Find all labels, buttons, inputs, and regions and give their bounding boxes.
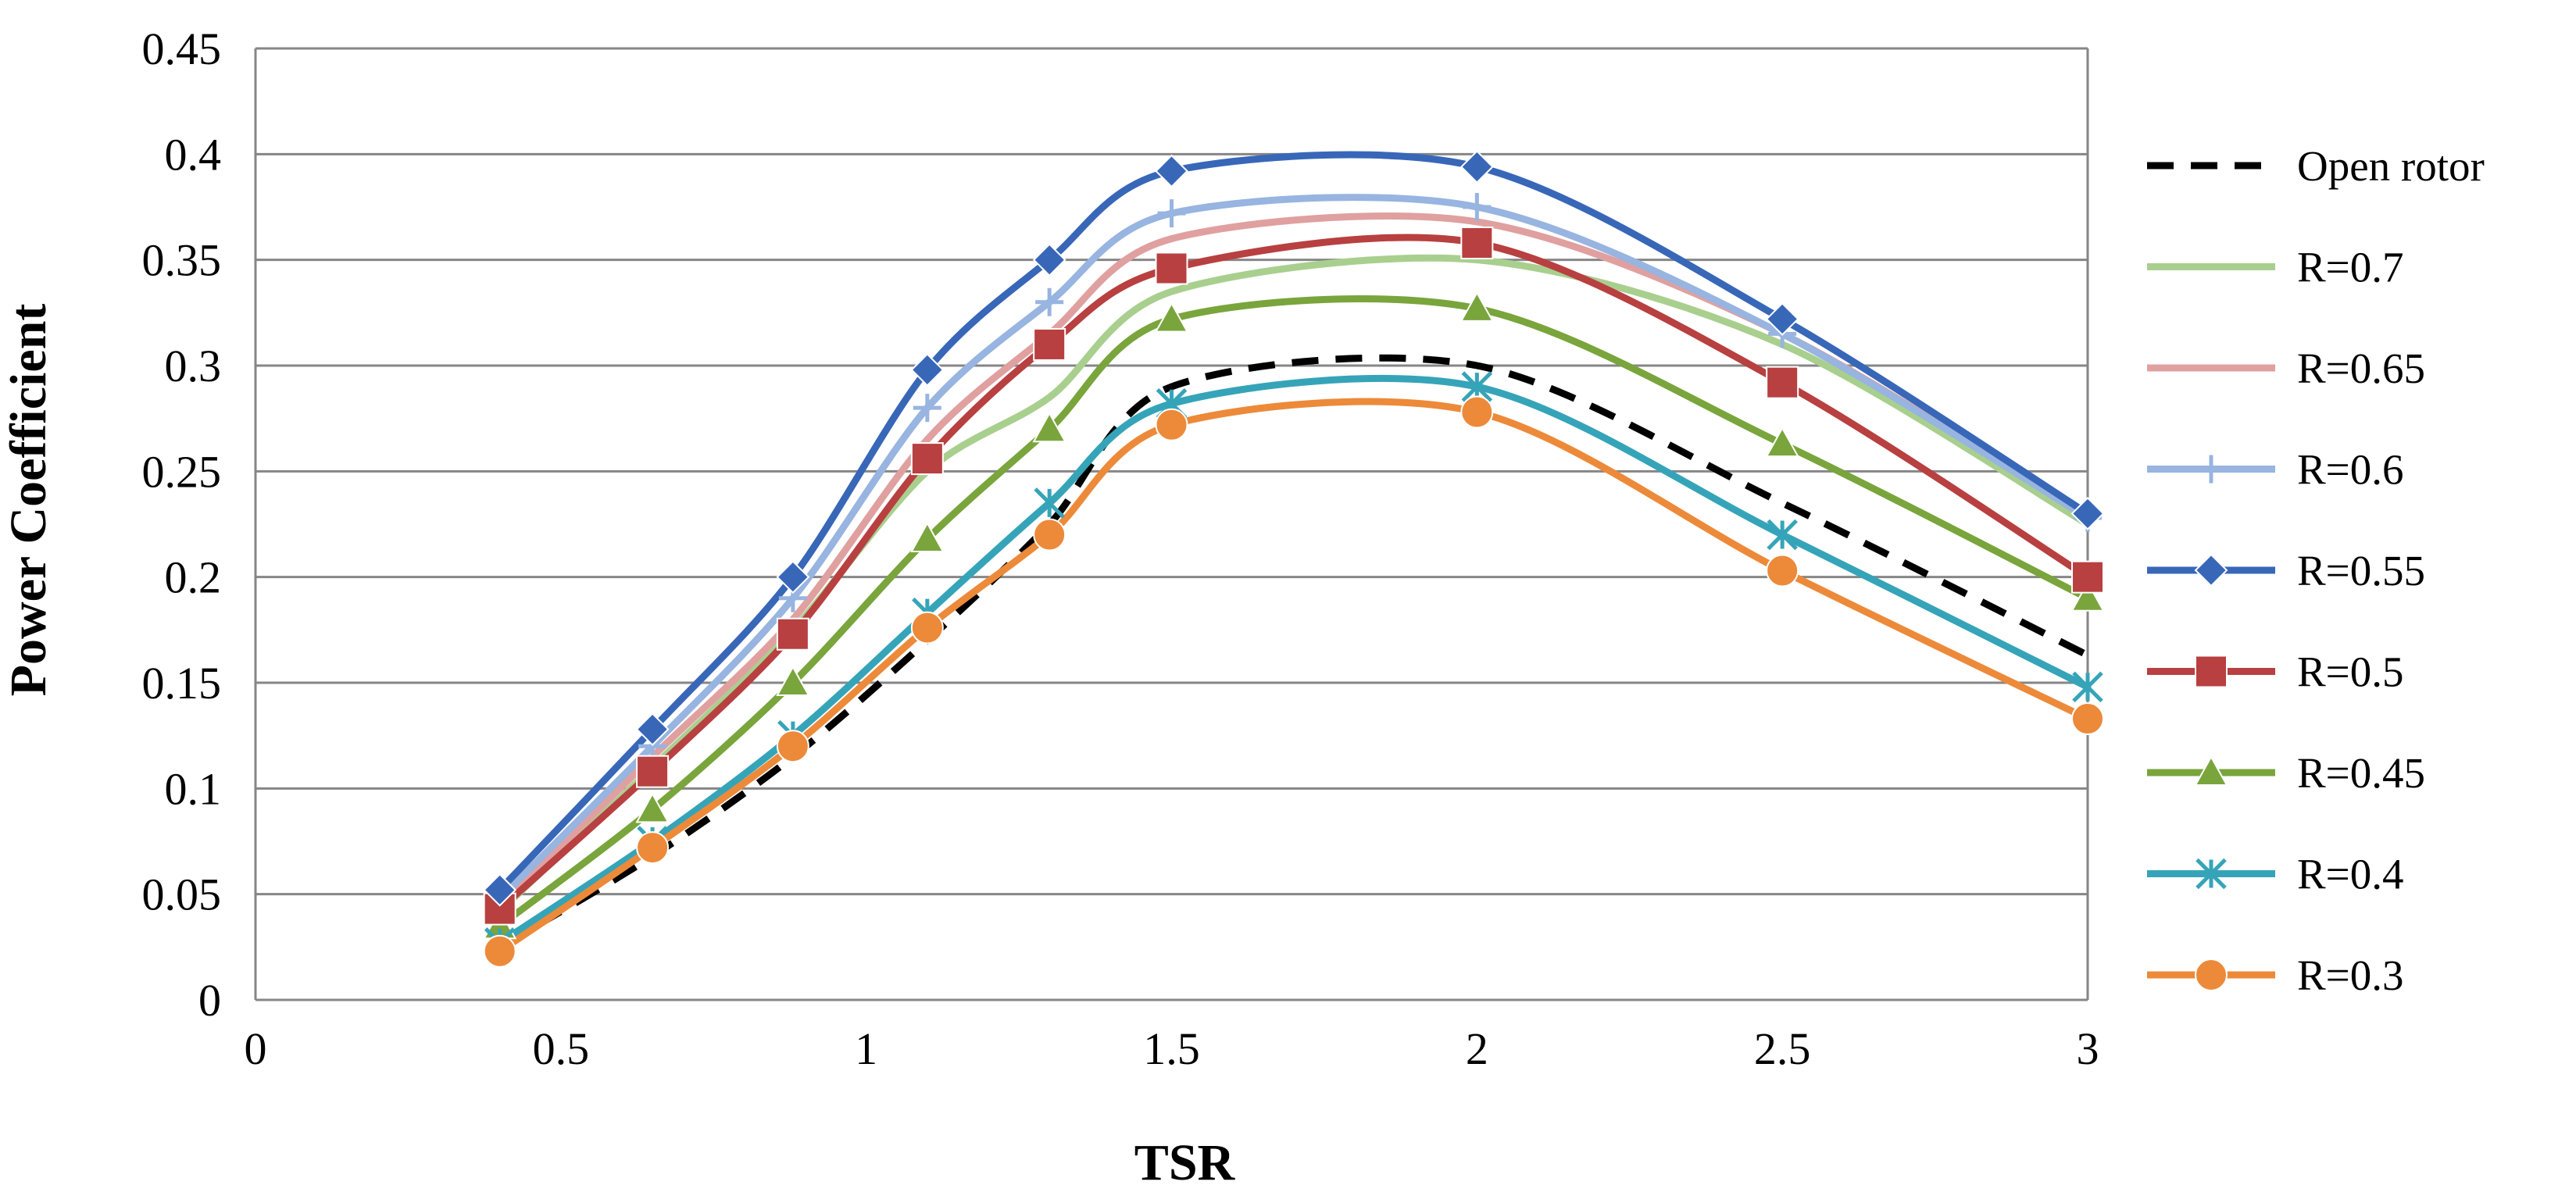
legend-r-0-6-label: R=0.6 — [2297, 446, 2403, 494]
legend-r-0-5-label: R=0.5 — [2297, 648, 2403, 696]
marker-r-0-3 — [483, 934, 516, 968]
y-tick-label: 0.2 — [165, 552, 222, 603]
marker-r-0-45 — [1765, 427, 1799, 458]
series-line-r-0-55 — [496, 151, 2092, 894]
marker-r-0-4 — [1034, 487, 1065, 519]
marker-r-0-55 — [1032, 243, 1066, 277]
marker-r-0-3 — [910, 611, 944, 644]
marker-r-0-6 — [1035, 287, 1064, 316]
x-tick-label: 2 — [1466, 1023, 1488, 1074]
marker-r-0-5 — [776, 617, 809, 651]
marker-r-0-5 — [1460, 227, 1494, 260]
x-tick-label: 1 — [855, 1023, 877, 1074]
legend: Open rotor R=0.7 R=0.65 R=0.6 R=0.55 R=0.5 R=0… — [2147, 142, 2485, 999]
grid-lines — [255, 47, 2088, 896]
marker-r-0-5 — [2071, 560, 2104, 594]
marker-r-0-3 — [1033, 518, 1066, 552]
legend-r-0-55-label: R=0.55 — [2297, 547, 2425, 594]
x-tick-label: 2.5 — [1754, 1023, 1811, 1074]
marker-r-0-55 — [1155, 154, 1188, 188]
axes: 0 0.05 0.1 0.15 0.2 0.25 0.3 0.35 0.4 0.45 0 0.5 1 1.… — [142, 23, 2099, 1074]
series-markers — [482, 150, 2105, 968]
marker-r-0-3 — [636, 831, 670, 865]
marker-r-0-45 — [1459, 291, 1495, 322]
y-axis-title: Power Coefficient — [0, 304, 57, 697]
legend-open-rotor-label: Open rotor — [2297, 142, 2485, 190]
marker-r-0-5 — [1033, 327, 1066, 361]
legend-r-0-6-marker — [2197, 455, 2225, 484]
y-tick-label: 0.3 — [165, 341, 222, 391]
y-tick-label: 0.35 — [142, 235, 222, 286]
marker-r-0-45 — [1154, 302, 1189, 333]
marker-r-0-55 — [1459, 150, 1494, 184]
y-tick-label: 0 — [198, 975, 221, 1026]
y-tick-label: 0.4 — [165, 129, 222, 180]
y-tick-label: 0.45 — [142, 23, 222, 74]
legend-r-0-55-marker — [2194, 553, 2228, 587]
marker-r-0-55 — [635, 712, 670, 746]
legend-r-0-65-label: R=0.65 — [2297, 344, 2425, 392]
marker-r-0-55 — [910, 352, 945, 387]
marker-r-0-45 — [1032, 412, 1066, 443]
x-tick-label: 0 — [245, 1023, 267, 1074]
y-tick-label: 0.05 — [142, 869, 222, 920]
marker-r-0-6 — [1157, 199, 1186, 228]
marker-r-0-3 — [1766, 554, 1799, 587]
series-lines — [496, 151, 2092, 955]
marker-r-0-4 — [2072, 671, 2103, 703]
y-tick-label: 0.1 — [165, 763, 222, 814]
x-tick-label: 3 — [2077, 1023, 2099, 1074]
marker-r-0-55 — [2070, 497, 2105, 530]
series-line-r-0-7 — [496, 254, 2092, 915]
marker-r-0-55 — [776, 560, 810, 594]
series-line-r-0-3 — [496, 398, 2092, 955]
marker-r-0-45 — [635, 792, 670, 823]
marker-r-0-45 — [2070, 580, 2105, 612]
legend-r-0-5-marker — [2195, 655, 2228, 688]
x-axis-title: TSR — [1134, 1134, 1236, 1191]
y-tick-label: 0.15 — [142, 658, 222, 709]
marker-r-0-3 — [776, 730, 809, 763]
series-line-open-rotor — [498, 354, 2090, 951]
marker-r-0-3 — [1155, 408, 1188, 441]
marker-r-0-3 — [1460, 395, 1494, 429]
x-tick-label: 1.5 — [1143, 1023, 1200, 1074]
y-tick-label: 0.25 — [142, 446, 222, 497]
legend-r-0-4-marker — [2195, 858, 2227, 890]
legend-r-0-7-label: R=0.7 — [2297, 244, 2403, 291]
legend-r-0-3-label: R=0.3 — [2297, 951, 2403, 999]
marker-r-0-5 — [636, 755, 670, 788]
legend-r-0-3-marker — [2195, 958, 2228, 991]
legend-r-0-4-label: R=0.4 — [2297, 851, 2403, 898]
marker-r-0-55 — [483, 873, 517, 907]
marker-r-0-4 — [1767, 519, 1798, 551]
marker-r-0-6 — [913, 394, 941, 423]
marker-r-0-55 — [1765, 302, 1799, 336]
marker-r-0-3 — [2071, 702, 2104, 736]
series-line-r-0-4 — [496, 374, 2092, 947]
marker-r-0-45 — [910, 521, 945, 552]
marker-r-0-6 — [1463, 193, 1492, 221]
marker-r-0-45 — [776, 665, 810, 696]
series-line-r-0-45 — [496, 295, 2092, 930]
marker-r-0-5 — [1155, 252, 1188, 285]
series-line-r-0-6 — [496, 194, 2092, 902]
x-tick-label: 0.5 — [533, 1023, 590, 1074]
legend-r-0-45-marker — [2194, 755, 2228, 786]
series-line-r-0-5 — [496, 234, 2092, 913]
marker-r-0-5 — [910, 442, 944, 476]
legend-r-0-45-label: R=0.45 — [2297, 749, 2425, 797]
marker-r-0-5 — [1766, 366, 1799, 399]
